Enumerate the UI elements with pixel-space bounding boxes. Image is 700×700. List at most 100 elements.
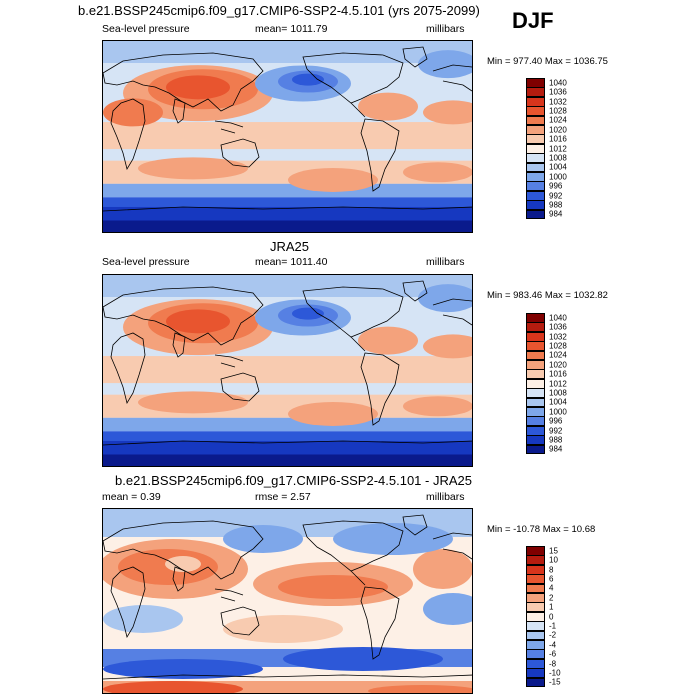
- pressure-contour: [166, 309, 230, 334]
- panel-1-variable-label: Sea-level pressure: [102, 23, 190, 35]
- colorbar-tick-label: 992: [549, 191, 563, 200]
- colorbar-swatch: [526, 388, 545, 399]
- colorbar-swatch: [526, 200, 545, 211]
- pressure-band: [103, 356, 472, 384]
- colorbar-tick-label: -4: [549, 640, 557, 650]
- pressure-contour: [413, 549, 472, 589]
- colorbar-swatch: [526, 574, 545, 585]
- colorbar-swatch: [526, 350, 545, 361]
- pressure-band: [103, 454, 472, 466]
- pressure-contour: [418, 284, 472, 313]
- panel-3-rmse-label: rmse = 2.57: [255, 491, 311, 503]
- panel-3-colorbar: 15 10 8 6 4 2 1 0 -1 -2 -4 -6 -8 -10 -15: [526, 546, 561, 688]
- colorbar-tick-label: 1020: [549, 360, 567, 370]
- coastline: [103, 514, 472, 680]
- colorbar-tick-label: 1004: [549, 397, 567, 407]
- colorbar-tick-label: 4: [549, 583, 554, 593]
- colorbar-tick-label: 984: [549, 444, 563, 454]
- colorbar-swatch: [526, 444, 545, 455]
- pressure-contour: [283, 647, 443, 671]
- colorbar-tick-label: 10: [549, 555, 558, 565]
- pressure-contour: [103, 681, 243, 693]
- pressure-contour: [403, 162, 472, 183]
- pressure-contour: [288, 167, 378, 192]
- colorbar-tick-label: 1032: [549, 97, 567, 106]
- colorbar-swatch: [526, 106, 545, 117]
- pressure-contour: [423, 334, 472, 359]
- pressure-band: [103, 275, 472, 297]
- colorbar-swatch: [526, 677, 545, 688]
- pressure-contour: [103, 659, 263, 679]
- colorbar-tick-label: 1000: [549, 172, 567, 182]
- panel-2-title: JRA25: [270, 239, 310, 254]
- colorbar-tick-label: 1036: [549, 87, 567, 97]
- colorbar-tick-label: 1016: [549, 369, 567, 379]
- panel-3-map: [102, 508, 473, 694]
- panel-1-title: b.e21.BSSP245cmip6.f09_g17.CMIP6-SSP2-4.…: [78, 3, 480, 18]
- colorbar-tick-label: 1008: [549, 153, 567, 163]
- colorbar-tick-label: 1000: [549, 407, 567, 417]
- colorbar-tick-label: 0: [549, 612, 554, 621]
- colorbar-swatch: [526, 162, 545, 173]
- pressure-contour: [288, 401, 378, 426]
- colorbar-swatch: [526, 181, 545, 192]
- colorbar-tick-label: 8: [549, 565, 554, 574]
- pressure-band: [103, 41, 472, 63]
- colorbar-tick-label: 1028: [549, 106, 567, 116]
- pressure-band: [103, 183, 472, 198]
- pressure-contour: [138, 157, 248, 180]
- panel-3-mean-label: mean = 0.39: [102, 491, 161, 503]
- colorbar-swatch: [526, 322, 545, 333]
- colorbar-tick-label: 1004: [549, 162, 567, 172]
- colorbar-tick-label: 1012: [549, 379, 567, 388]
- colorbar-swatch: [526, 668, 545, 679]
- panel-2-mean-label: mean= 1011.40: [255, 256, 328, 268]
- colorbar-swatch: [526, 87, 545, 98]
- colorbar-tick-label: 1028: [549, 341, 567, 351]
- pressure-contour: [138, 391, 248, 414]
- colorbar-tick-label: 1008: [549, 388, 567, 398]
- panel-1-colorbar: 1040 1036 1032 1028 1024 1020 1016 1012 1008 1004…: [526, 78, 567, 220]
- colorbar-tick-label: 2: [549, 593, 554, 603]
- colorbar-tick-label: 1024: [549, 350, 567, 360]
- pressure-contour: [358, 92, 418, 121]
- pressure-band: [103, 220, 472, 232]
- pressure-contour: [278, 575, 388, 599]
- pressure-contour: [223, 615, 343, 643]
- pressure-contour: [292, 307, 324, 320]
- panel-2-map: [102, 274, 473, 467]
- colorbar-swatch: [526, 555, 545, 566]
- pressure-contour: [358, 326, 418, 355]
- colorbar-tick-label: 988: [549, 435, 563, 445]
- colorbar-swatch: [526, 209, 545, 220]
- colorbar-tick-label: -15: [549, 677, 561, 687]
- pressure-contour: [368, 685, 472, 693]
- colorbar-tick-label: 984: [549, 209, 563, 219]
- colorbar-tick-label: 1024: [549, 115, 567, 125]
- pressure-contour: [403, 396, 472, 417]
- pressure-contour: [103, 605, 183, 633]
- colorbar-tick-label: 1040: [549, 78, 567, 88]
- pressure-contour: [165, 556, 201, 572]
- colorbar-tick-label: 1036: [549, 322, 567, 332]
- colorbar-swatch: [526, 649, 545, 660]
- coastline: [103, 46, 472, 212]
- colorbar-tick-label: 1016: [549, 134, 567, 144]
- panel-2-minmax: Min = 983.46 Max = 1032.82: [487, 290, 608, 301]
- panel-3-minmax: Min = -10.78 Max = 10.68: [487, 524, 596, 535]
- panel-1-units-label: millibars: [426, 23, 465, 35]
- colorbar-tick-label: -1: [549, 621, 557, 631]
- colorbar-tick-label: 992: [549, 426, 563, 435]
- colorbar-swatch: [526, 397, 545, 408]
- panel-2-variable-label: Sea-level pressure: [102, 256, 190, 268]
- colorbar-swatch: [526, 602, 545, 613]
- panel-3-title: b.e21.BSSP245cmip6.f09_g17.CMIP6-SSP2-4.…: [115, 473, 472, 488]
- pressure-contour: [423, 593, 472, 625]
- colorbar-swatch: [526, 630, 545, 641]
- colorbar-tick-label: 1012: [549, 144, 567, 153]
- panel-2-units-label: millibars: [426, 256, 465, 268]
- colorbar-tick-label: 1040: [549, 313, 567, 323]
- pressure-contour: [423, 100, 472, 125]
- colorbar-tick-label: 1: [549, 602, 554, 612]
- pressure-contour: [292, 73, 324, 86]
